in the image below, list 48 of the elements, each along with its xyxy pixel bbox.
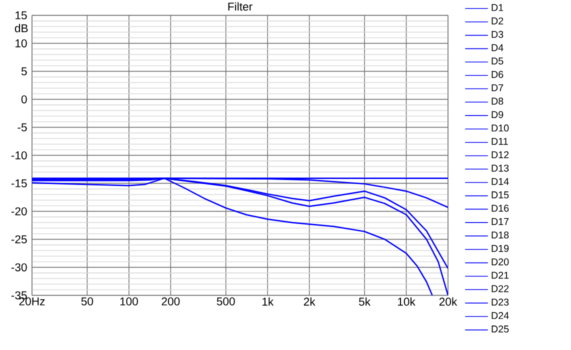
legend-label: D19 xyxy=(492,244,509,252)
y-tick-label: 0 xyxy=(21,95,27,104)
x-tick-label: 200 xyxy=(162,297,180,306)
legend-label: D14 xyxy=(492,178,509,185)
x-tick-label: 1k xyxy=(262,297,274,306)
legend-label: D15 xyxy=(492,191,509,198)
legend-label: D16 xyxy=(492,204,509,212)
legend-label: D20 xyxy=(492,258,509,266)
y-tick-label: -5 xyxy=(18,123,27,132)
y-tick-label: -10 xyxy=(11,151,27,160)
x-tick-label: 100 xyxy=(120,297,138,306)
legend-label: D17 xyxy=(492,218,509,225)
legend-label: D10 xyxy=(492,124,509,132)
legend-label: D22 xyxy=(492,285,509,292)
x-tick-label: 20Hz xyxy=(19,297,45,306)
legend-label: D12 xyxy=(492,151,509,158)
y-tick-label: 10 xyxy=(16,39,27,48)
y-tick-label: 15 xyxy=(16,11,27,20)
legend-label: D8 xyxy=(492,98,504,105)
x-tick-label: 5k xyxy=(359,297,371,306)
legend-label: D6 xyxy=(492,70,504,78)
legend-label: D24 xyxy=(492,312,509,319)
y-tick-label: 5 xyxy=(21,67,27,76)
x-tick-label: 500 xyxy=(216,297,235,306)
y-tick-label: -20 xyxy=(11,207,27,216)
legend-label: D9 xyxy=(492,111,504,118)
x-tick-label: 2k xyxy=(304,297,316,306)
y-tick-label: -35 xyxy=(11,291,27,300)
chart-title: Filter xyxy=(228,2,252,11)
legend-label: D13 xyxy=(492,164,509,172)
y-tick-label: -25 xyxy=(11,235,27,244)
x-tick-label: 20k xyxy=(439,297,458,306)
x-tick-label: 50 xyxy=(81,297,94,306)
y-tick-label: -30 xyxy=(11,263,27,272)
legend-label: D3 xyxy=(492,30,504,38)
x-tick-label: 10k xyxy=(398,297,416,306)
legend-label: D23 xyxy=(492,298,509,306)
legend-label: D7 xyxy=(492,84,504,92)
legend-label: D18 xyxy=(492,232,509,239)
legend-label: D4 xyxy=(492,44,504,52)
y-tick-label: -15 xyxy=(11,179,27,188)
legend-label: D2 xyxy=(492,17,504,24)
legend-label: D1 xyxy=(492,4,504,11)
legend-label: D5 xyxy=(492,58,504,65)
legend-label: D25 xyxy=(492,325,509,332)
legend-label: D11 xyxy=(492,138,508,145)
y-axis-title: dB xyxy=(14,24,28,32)
legend-label: D21 xyxy=(492,272,509,279)
